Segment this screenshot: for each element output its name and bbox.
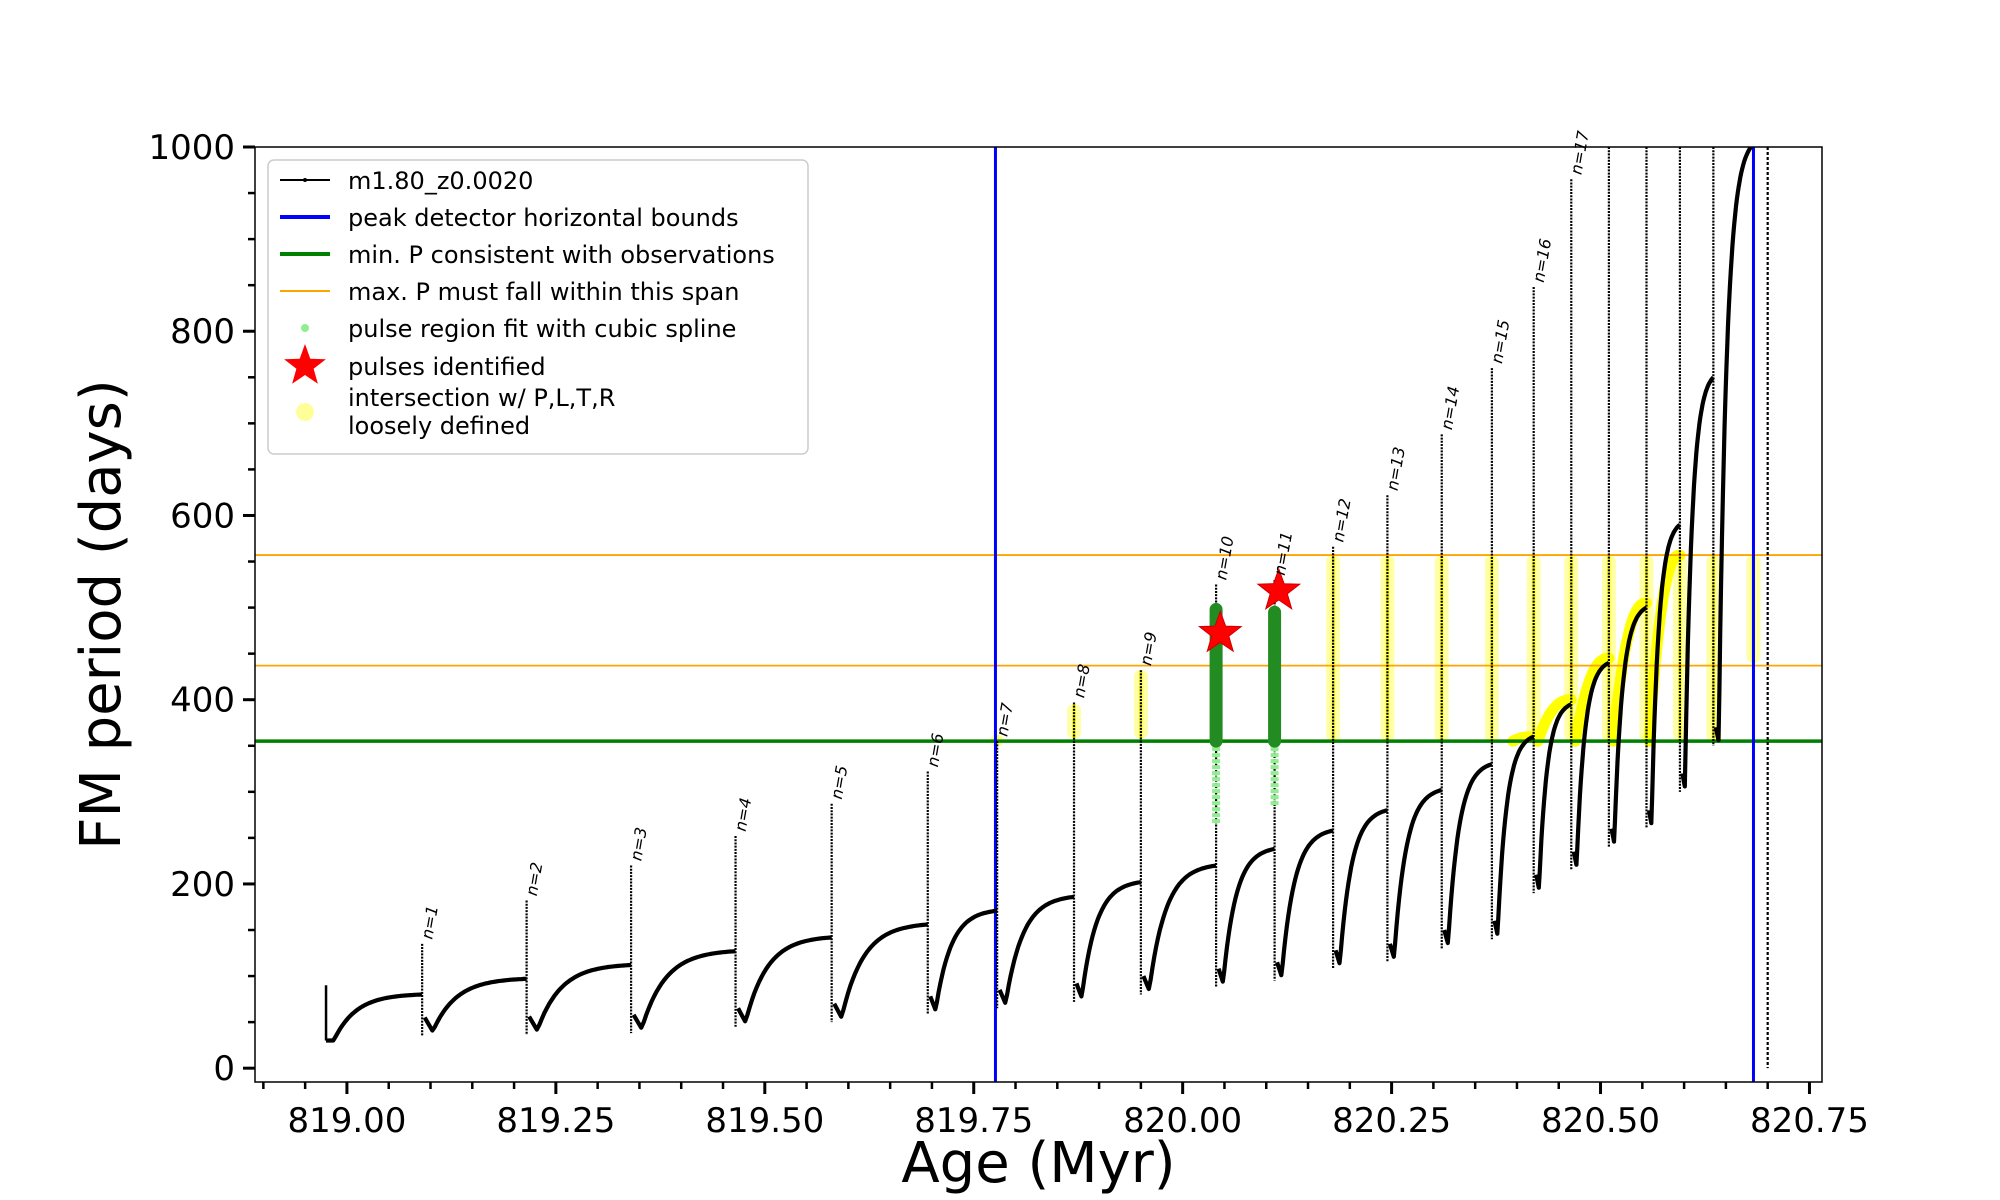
pulse-label-11: n=11 <box>1270 530 1296 577</box>
pulse-label-16: n=16 <box>1529 237 1555 284</box>
vertical-bound-lines <box>993 147 1755 1082</box>
x-tick-label-4: 819.75 <box>914 1101 1033 1141</box>
pulse-star-2 <box>1256 567 1302 611</box>
track-segment-10 <box>1216 846 1276 984</box>
track-segment-13 <box>1387 787 1443 959</box>
pulse-star-1 <box>1197 609 1243 653</box>
axes: 819.00 819.25 819.50 819.75 820.00 820.25 820.… <box>148 128 1868 1141</box>
pulse-label-10: n=10 <box>1211 535 1237 582</box>
track-segment-2 <box>527 962 632 1032</box>
legend-label-4: max. P must fall within this span <box>348 278 739 306</box>
track-segment-9 <box>1141 863 1217 992</box>
y-tick-label-1: 0 <box>213 1049 235 1089</box>
pulse-label-2: n=2 <box>522 861 547 898</box>
yellow-intersection-regions <box>990 549 1761 747</box>
x-tick-label-5: 820.00 <box>1123 1101 1242 1141</box>
pulse-label-8: n=8 <box>1069 663 1094 700</box>
track-segment-1 <box>422 976 527 1033</box>
x-axis-title: Age (Myr) <box>901 1131 1175 1196</box>
x-tick-label-6: 820.25 <box>1332 1101 1451 1141</box>
legend-label-3: min. P consistent with observations <box>348 241 775 269</box>
track-segment-17 <box>1571 660 1611 867</box>
pulse-label-6: n=6 <box>923 732 948 769</box>
x-tick-label-2: 819.25 <box>496 1101 615 1141</box>
yellow-arc-3 <box>1570 652 1615 747</box>
legend-label-7: intersection w/ P,L,T,R loosely defined <box>348 384 615 440</box>
x-tick-label-3: 819.50 <box>705 1101 824 1141</box>
track-segment-8 <box>1074 880 1142 999</box>
legend-label-line: intersection w/ P,L,T,R <box>348 384 615 412</box>
pulse-label-15: n=15 <box>1487 318 1513 365</box>
track-segment-11 <box>1275 828 1334 978</box>
pulse-label-13: n=13 <box>1383 445 1409 492</box>
track-segment-7 <box>997 894 1075 1005</box>
legend-swatch-5 <box>301 324 309 332</box>
track-segment-0 <box>326 992 423 1043</box>
legend-swatch-7 <box>296 403 314 421</box>
period-track <box>324 147 1769 1069</box>
x-tick-label-8: 820.75 <box>1750 1101 1869 1141</box>
pulse-label-4: n=4 <box>731 796 756 833</box>
legend-box <box>267 159 809 455</box>
plot-frame <box>254 146 1823 1083</box>
track-segment-12 <box>1333 808 1389 966</box>
legend-swatch-dot-1 <box>303 178 307 182</box>
x-tick-label-7: 820.50 <box>1541 1101 1660 1141</box>
horizontal-reference-lines <box>255 554 1822 743</box>
legend-label-1: m1.80_z0.0020 <box>348 167 533 195</box>
track-segment-14 <box>1442 762 1493 946</box>
pulse-label-14: n=14 <box>1437 385 1463 432</box>
pulse-label-17: n=17 <box>1567 129 1593 176</box>
track-segment-18 <box>1609 605 1648 844</box>
track-segment-21 <box>1713 147 1753 743</box>
pulse-label-9: n=9 <box>1136 630 1161 667</box>
track-segment-19 <box>1646 523 1682 826</box>
legend-label-5: pulse region fit with cubic spline <box>348 315 736 343</box>
legend-label-line: loosely defined <box>348 412 530 440</box>
track-segment-3 <box>631 949 736 1030</box>
yellow-arc-2 <box>1532 694 1577 747</box>
y-tick-label-5: 800 <box>170 312 235 352</box>
y-tick-label-3: 400 <box>170 681 235 721</box>
pulse-label-3: n=3 <box>626 826 651 863</box>
track-segment-6 <box>928 908 998 1012</box>
yellow-arc-4 <box>1607 597 1652 747</box>
y-tick-label-6: 1000 <box>148 128 235 168</box>
track-segment-20 <box>1680 375 1715 789</box>
y-tick-label-2: 200 <box>170 865 235 905</box>
y-tick-label-4: 600 <box>170 496 235 536</box>
track-segment-5 <box>832 922 928 1019</box>
track-segment-4 <box>736 935 832 1024</box>
pulse-label-5: n=5 <box>827 764 852 801</box>
legend-swatch-6 <box>284 344 326 384</box>
pulse-label-1: n=1 <box>417 904 442 941</box>
track-segment-16 <box>1534 702 1573 890</box>
track-segment-15 <box>1492 734 1535 936</box>
legend-label-6: pulses identified <box>348 353 546 381</box>
legend-label-2: peak detector horizontal bounds <box>348 204 739 232</box>
identified-pulse-stars <box>1197 567 1302 653</box>
y-axis-title: FM period (days) <box>69 379 134 849</box>
pulse-label-12: n=12 <box>1328 497 1354 544</box>
x-tick-label-1: 819.00 <box>287 1101 406 1141</box>
